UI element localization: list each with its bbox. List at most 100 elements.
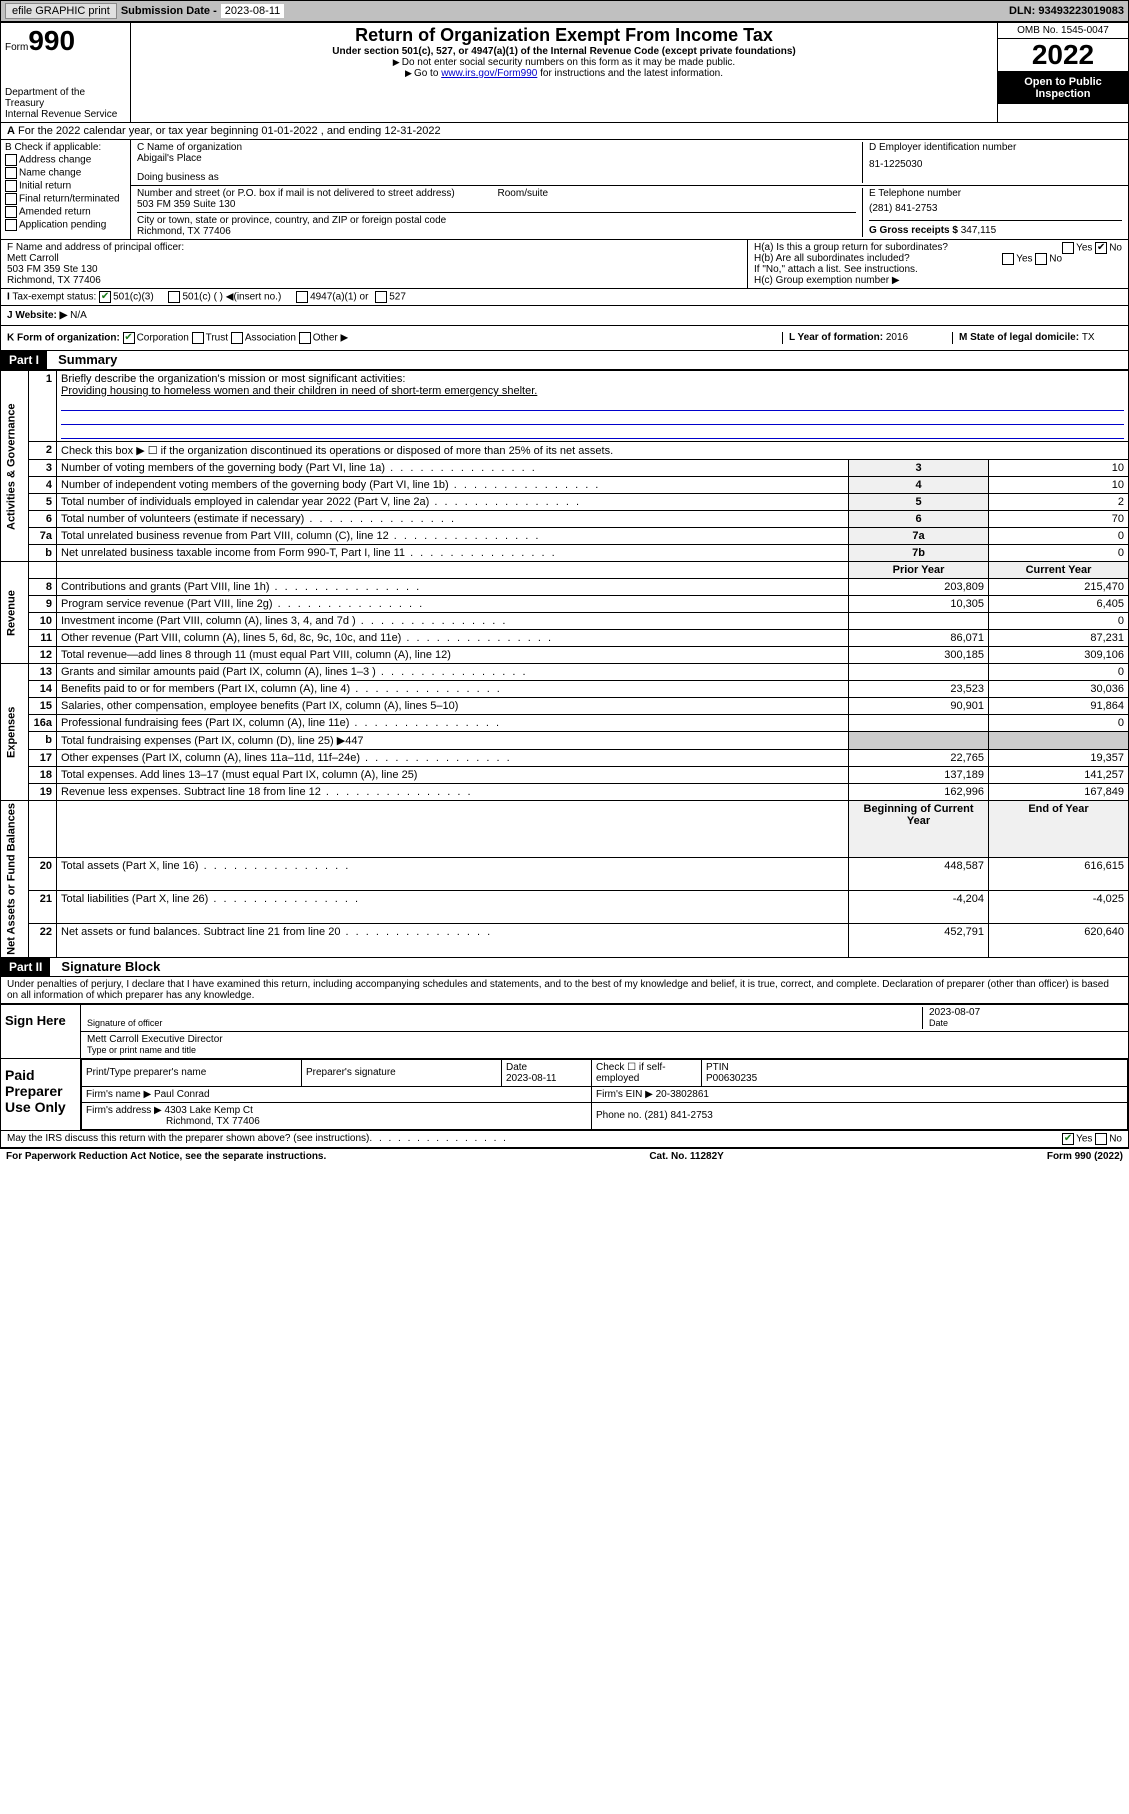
box-b-label: B Check if applicable: xyxy=(5,142,126,153)
side-na: Net Assets or Fund Balances xyxy=(1,801,29,958)
l9: Program service revenue (Part VIII, line… xyxy=(61,598,273,610)
chk-final[interactable]: Final return/terminated xyxy=(19,194,120,205)
discuss-yes[interactable]: Yes xyxy=(1076,1133,1092,1144)
open-inspection: Open to Public Inspection xyxy=(998,72,1128,104)
v13c: 0 xyxy=(989,664,1129,681)
form-url-link[interactable]: www.irs.gov/Form990 xyxy=(441,68,537,79)
org-name: Abigail's Place xyxy=(137,153,856,164)
l17: Other expenses (Part IX, column (A), lin… xyxy=(61,752,360,764)
top-bar: efile GRAPHIC print Submission Date - 20… xyxy=(0,0,1129,22)
v11c: 87,231 xyxy=(989,630,1129,647)
name-lbl: C Name of organization xyxy=(137,142,856,153)
hb-yes[interactable]: Yes xyxy=(1016,254,1032,265)
f-addr1: 503 FM 359 Ste 130 xyxy=(7,264,741,275)
side-exp: Expenses xyxy=(1,664,29,801)
chk-pending[interactable]: Application pending xyxy=(19,220,106,231)
k-other[interactable]: Other ▶ xyxy=(313,333,348,344)
phone-lbl: E Telephone number xyxy=(869,188,1122,199)
v10c: 0 xyxy=(989,613,1129,630)
footer: For Paperwork Reduction Act Notice, see … xyxy=(0,1148,1129,1164)
l1: Briefly describe the organization's miss… xyxy=(61,373,405,385)
l15: Salaries, other compensation, employee b… xyxy=(61,700,458,712)
ha-no[interactable]: No xyxy=(1109,243,1122,254)
v15c: 91,864 xyxy=(989,698,1129,715)
discuss-row: May the IRS discuss this return with the… xyxy=(0,1131,1129,1148)
chk-name[interactable]: Name change xyxy=(19,168,81,179)
sign-here: Sign Here xyxy=(1,1005,81,1058)
v12p: 300,185 xyxy=(849,647,989,664)
f-addr2: Richmond, TX 77406 xyxy=(7,275,741,286)
chk-initial[interactable]: Initial return xyxy=(19,181,71,192)
v21c: -4,025 xyxy=(989,891,1129,924)
hb-no[interactable]: No xyxy=(1049,254,1062,265)
l10: Investment income (Part VIII, column (A)… xyxy=(61,615,356,627)
v17c: 19,357 xyxy=(989,750,1129,767)
gross-lbl: G Gross receipts $ xyxy=(869,225,961,236)
l5: Total number of individuals employed in … xyxy=(61,496,429,508)
self-emp[interactable]: Check ☐ if self-employed xyxy=(592,1059,702,1086)
ptin-lbl: PTIN xyxy=(706,1062,729,1073)
l21: Total liabilities (Part X, line 26) xyxy=(61,893,208,905)
l13: Grants and similar amounts paid (Part IX… xyxy=(61,666,376,678)
prep-phone-lbl: Phone no. xyxy=(596,1110,644,1121)
sub-label: Submission Date - xyxy=(121,5,217,17)
firm-name-lbl: Firm's name ▶ xyxy=(86,1089,154,1100)
v14c: 30,036 xyxy=(989,681,1129,698)
v22c: 620,640 xyxy=(989,924,1129,957)
f-name: Mett Carroll xyxy=(7,253,741,264)
v14p: 23,523 xyxy=(849,681,989,698)
4947[interactable]: 4947(a)(1) or xyxy=(310,292,368,303)
section-bc: B Check if applicable: Address change Na… xyxy=(0,140,1129,240)
v6: 70 xyxy=(989,511,1129,528)
527[interactable]: 527 xyxy=(389,292,406,303)
section-fgh: F Name and address of principal officer:… xyxy=(0,240,1129,289)
room-lbl: Room/suite xyxy=(498,188,549,199)
discuss-no[interactable]: No xyxy=(1109,1133,1122,1144)
v8p: 203,809 xyxy=(849,579,989,596)
ha-yes[interactable]: Yes xyxy=(1076,243,1092,254)
chk-amended[interactable]: Amended return xyxy=(19,207,91,218)
l7b: Net unrelated business taxable income fr… xyxy=(61,547,405,559)
v17p: 22,765 xyxy=(849,750,989,767)
prep-phone: (281) 841-2753 xyxy=(644,1110,712,1121)
v21p: -4,204 xyxy=(849,891,989,924)
sign-here-block: Sign Here Signature of officer 2023-08-0… xyxy=(0,1004,1129,1059)
efile-btn[interactable]: efile GRAPHIC print xyxy=(5,3,117,19)
row-j: J Website: ▶ N/A xyxy=(0,306,1129,326)
prep-date-lbl: Date xyxy=(506,1062,527,1073)
501c3[interactable]: 501(c)(3) xyxy=(113,292,154,303)
name-lbl: Type or print name and title xyxy=(87,1045,196,1055)
f-lbl: F Name and address of principal officer: xyxy=(7,242,741,253)
l20: Total assets (Part X, line 16) xyxy=(61,860,199,872)
summary-table: Activities & Governance 1 Briefly descri… xyxy=(0,370,1129,958)
part2-label: Part II xyxy=(1,958,50,976)
form-subtitle: Under section 501(c), 527, or 4947(a)(1)… xyxy=(139,46,989,57)
v8c: 215,470 xyxy=(989,579,1129,596)
prep-sig-lbl: Preparer's signature xyxy=(302,1059,502,1086)
v7a: 0 xyxy=(989,528,1129,545)
v13p xyxy=(849,664,989,681)
firm-addr-lbl: Firm's address ▶ xyxy=(86,1105,165,1116)
tax-year: 2022 xyxy=(998,39,1128,72)
phone-val: (281) 841-2753 xyxy=(869,203,1122,214)
k-assoc[interactable]: Association xyxy=(245,333,296,344)
part1-title: Summary xyxy=(58,352,117,367)
city-lbl: City or town, state or province, country… xyxy=(137,212,856,226)
firm-ein-lbl: Firm's EIN ▶ xyxy=(596,1089,656,1100)
chk-address[interactable]: Address change xyxy=(19,155,91,166)
dba-lbl: Doing business as xyxy=(137,172,856,183)
l11: Other revenue (Part VIII, column (A), li… xyxy=(61,632,401,644)
firm-addr1: 4303 Lake Kemp Ct xyxy=(165,1105,253,1116)
v11p: 86,071 xyxy=(849,630,989,647)
k-trust[interactable]: Trust xyxy=(206,333,228,344)
part2-title: Signature Block xyxy=(61,959,160,974)
501c[interactable]: 501(c) ( ) ◀(insert no.) xyxy=(182,292,281,303)
hb-note: If "No," attach a list. See instructions… xyxy=(754,264,1122,275)
v20c: 616,615 xyxy=(989,857,1129,890)
omb: OMB No. 1545-0047 xyxy=(998,23,1128,39)
k-corp[interactable]: Corporation xyxy=(137,333,189,344)
v19c: 167,849 xyxy=(989,784,1129,801)
year-formation: 2016 xyxy=(886,332,908,343)
dept: Department of the Treasury xyxy=(5,87,126,109)
declaration: Under penalties of perjury, I declare th… xyxy=(0,977,1129,1004)
